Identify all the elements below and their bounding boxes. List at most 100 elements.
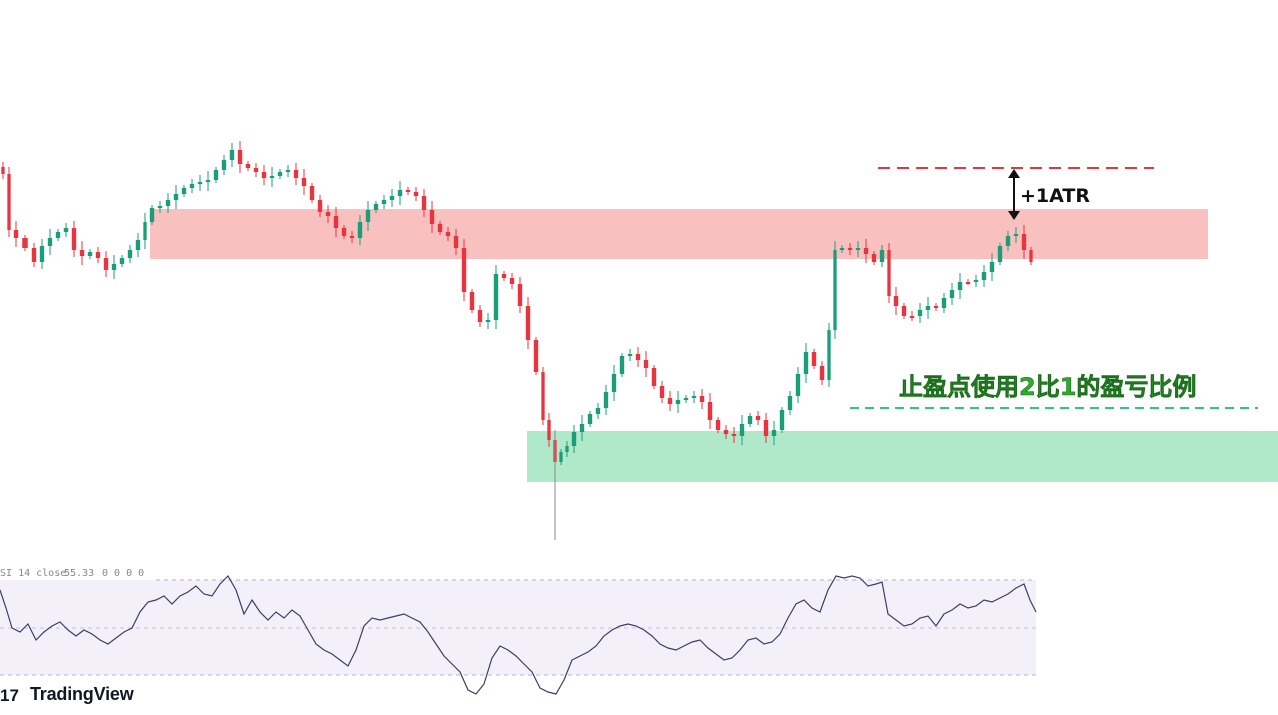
candle-body	[957, 282, 963, 290]
candle-body	[827, 330, 831, 380]
candle-body	[683, 398, 689, 400]
candle-body	[71, 228, 77, 250]
atr-label: +1ATR	[1020, 185, 1090, 207]
candle-body	[285, 170, 291, 172]
candle-body	[595, 408, 601, 414]
candle-body	[461, 248, 467, 292]
candle-body	[533, 340, 539, 372]
candle-body	[253, 168, 259, 172]
rsi-band	[0, 580, 1036, 675]
candle-body	[95, 252, 101, 258]
candle-body	[509, 278, 515, 284]
candle-body	[229, 150, 235, 160]
rsi-line	[0, 575, 1037, 695]
candle-body	[165, 200, 171, 206]
candle-body	[301, 178, 307, 186]
candle-body	[119, 258, 125, 264]
candle-body	[87, 252, 93, 256]
candle-body	[925, 306, 931, 310]
candle-body	[763, 420, 769, 436]
candle-body	[405, 190, 411, 192]
candle-body	[559, 452, 563, 462]
take-profit-note: 止盈点使用2比1的盈亏比例	[899, 373, 1196, 401]
candle-body	[965, 282, 971, 284]
candle-body	[787, 396, 793, 410]
candle-body	[839, 248, 845, 250]
candle-body	[989, 262, 995, 272]
candle-body	[707, 402, 713, 420]
candle-body	[747, 416, 753, 424]
candle-body	[349, 236, 355, 238]
candle-body	[933, 306, 939, 308]
rsi-extra-values: 0 0 0 0	[102, 568, 144, 579]
candle-body	[973, 280, 979, 282]
candle-body	[997, 246, 1003, 262]
candle-body	[603, 392, 609, 408]
candle-body	[619, 356, 625, 374]
candle-body	[31, 248, 37, 262]
candle-body	[429, 210, 435, 224]
candle-body	[941, 298, 947, 308]
candle-body	[127, 250, 133, 258]
candle-body	[699, 396, 705, 402]
candle-body	[143, 222, 147, 240]
candle-body	[197, 182, 203, 184]
candle-body	[47, 238, 53, 246]
candle-body	[571, 432, 577, 446]
candle-body	[293, 170, 299, 178]
rsi-indicator-label: RSI 14 close	[0, 568, 66, 579]
candle-body	[565, 446, 569, 452]
candle-body	[135, 240, 141, 250]
candle-body	[397, 190, 403, 196]
candle-body	[893, 296, 899, 306]
candle-body	[795, 374, 801, 396]
candle-body	[55, 232, 61, 238]
candle-body	[819, 366, 825, 380]
candle-body	[309, 186, 315, 200]
candle-body	[691, 396, 697, 398]
candle-body	[667, 398, 673, 404]
candle-body	[213, 170, 219, 180]
candle-body	[493, 274, 499, 320]
candle-body	[1029, 250, 1033, 262]
candle-body	[871, 254, 877, 262]
candle-body	[1, 167, 5, 174]
candle-body	[627, 354, 633, 356]
candle-body	[13, 230, 19, 238]
candle-body	[157, 206, 163, 208]
candle-body	[269, 176, 275, 178]
candle-body	[149, 208, 155, 222]
candle-body	[39, 246, 45, 262]
candle-body	[181, 188, 187, 194]
candle-body	[22, 238, 28, 248]
candle-body	[863, 248, 869, 254]
candle-body	[373, 204, 379, 210]
candle-body	[205, 180, 211, 182]
candle-body	[651, 368, 657, 386]
candle-body	[421, 196, 427, 210]
candle-body	[63, 228, 69, 232]
resistance-zone	[150, 209, 1208, 259]
candle-body	[111, 264, 117, 270]
candle-body	[587, 414, 593, 424]
candle-body	[389, 196, 395, 200]
candle-body	[261, 172, 267, 178]
candle-body	[1005, 236, 1011, 246]
candle-body	[103, 258, 109, 270]
candle-body	[803, 352, 809, 374]
candle-body	[659, 386, 665, 398]
candle-body	[453, 236, 459, 248]
candle-body	[811, 352, 817, 366]
candle-body	[879, 250, 885, 262]
candle-body	[325, 212, 331, 216]
candle-body	[723, 430, 729, 434]
tradingview-logo-icon: 17	[0, 686, 19, 705]
support-zone	[527, 431, 1278, 482]
rsi-value: 55.33	[64, 568, 94, 579]
candle-body	[771, 430, 777, 436]
candle-body	[445, 232, 451, 236]
candle-body	[731, 434, 737, 436]
candle-body	[579, 424, 585, 432]
candle-body	[333, 216, 339, 228]
